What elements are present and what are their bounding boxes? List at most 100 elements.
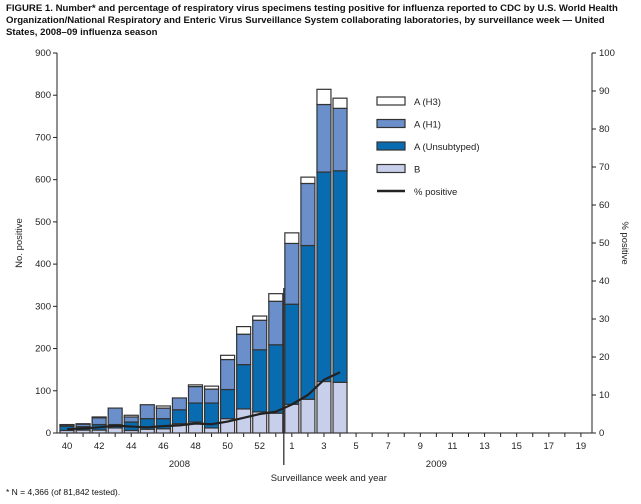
x-tick-label: 17 [544,441,555,452]
bar-a-h3- [155,405,171,409]
x-tick-label: 1 [289,441,294,452]
bar-a-unsubtyped- [268,344,284,414]
x-tick-label: 7 [386,441,391,452]
x-tick-label: 50 [222,441,233,452]
bar-a-h1- [123,416,139,423]
x-tick-label: 46 [158,441,169,452]
legend-label: % positive [414,187,457,198]
y-tick-label: 600 [35,175,51,186]
y-axis-title: No. positive [14,218,25,268]
bar-a-unsubtyped- [187,402,204,423]
bar-a-unsubtyped- [300,244,316,400]
bar-a-h3- [91,416,107,419]
bar-a-h1- [316,103,332,173]
bar-a-h3- [300,176,316,185]
x-tick-label: 48 [190,441,201,452]
y-tick-label: 800 [35,90,51,101]
y-tick-label: 0 [46,428,51,439]
bar-a-h1- [91,417,107,426]
bar-a-unsubtyped- [316,171,332,383]
x-tick-label: 40 [62,441,73,452]
bar-a-h1- [203,388,220,404]
bar-a-unsubtyped- [332,170,348,383]
bar-b [268,412,284,434]
y-tick-label: 300 [35,301,51,312]
percent-positive-line [66,371,341,431]
legend-swatch [376,141,406,151]
bar-b [284,403,300,434]
y2-tick-label: 0 [599,428,604,439]
bar-a-unsubtyped- [284,303,300,405]
bar-a-h3- [220,354,236,361]
x-tick-label: 44 [126,441,137,452]
bar-b [155,428,171,434]
y2-tick-label: 10 [599,390,610,401]
y2-tick-label: 50 [599,238,610,249]
y-tick-label: 200 [35,344,51,355]
y2-tick-label: 100 [599,48,615,59]
y2-tick-label: 70 [599,162,610,173]
bar-b [203,427,220,434]
bar-a-h3- [332,97,348,109]
bar-a-h1- [300,182,316,247]
bar-a-h1- [284,242,300,305]
bar-a-h1- [187,385,204,404]
bar-a-h1- [332,107,348,172]
bar-a-unsubtyped- [252,349,268,413]
bar-a-h3- [187,384,204,388]
bar-a-h3- [252,315,268,321]
bar-a-h1- [236,333,252,366]
bar-b [107,427,123,434]
legend-label: B [414,165,420,176]
legend-swatch [376,96,406,106]
y-tick-label: 400 [35,259,51,270]
footnote: * N = 4,366 (of 81,842 tested). [6,487,121,497]
bar-a-unsubtyped- [220,388,236,420]
y2-tick-label: 30 [599,314,610,325]
legend-label: A (H1) [414,120,441,131]
bar-a-h1- [268,300,284,346]
x-tick-label: 19 [576,441,587,452]
y-tick-label: 100 [35,386,51,397]
bar-a-unsubtyped- [236,364,252,410]
y2-tick-label: 40 [599,276,610,287]
x-tick-label: 13 [479,441,490,452]
y-tick-label: 700 [35,132,51,143]
bar-a-h1- [171,397,188,411]
bar-a-h3- [203,385,220,390]
bar-a-h1- [252,319,268,351]
y-tick-label: 900 [35,48,51,59]
bar-a-h1- [155,407,171,420]
legend-swatch [376,118,406,129]
x-tick-label: 5 [353,441,358,452]
bar-b [300,398,316,434]
bar-a-h3- [268,293,284,302]
legend-label: A (H3) [414,97,441,108]
x-tick-label: 9 [418,441,423,452]
bar-b [236,408,252,434]
bar-a-h3- [284,232,300,245]
bar-a-h1- [139,404,155,420]
y2-tick-label: 20 [599,352,610,363]
bar-a-unsubtyped- [171,409,188,425]
bar-b [332,381,348,434]
y2-axis-title: % positive [619,221,630,264]
y-tick-label: 500 [35,217,51,228]
x-tick-label: 42 [94,441,105,452]
y2-tick-label: 90 [599,86,610,97]
y2-tick-label: 60 [599,200,610,211]
bar-a-h1- [107,407,123,426]
bar-a-h3- [236,326,252,335]
bar-a-h3- [123,414,139,418]
x-tick-label: 3 [321,441,326,452]
y2-tick-label: 80 [599,124,610,135]
x-tick-label: 11 [448,441,458,452]
chart-title: FIGURE 1. Number* and percentage of resp… [6,3,618,38]
legend-swatch [376,163,406,174]
x-tick-label: 52 [254,441,265,452]
x-tick-label: 15 [511,441,522,452]
year-label: 2008 [169,459,190,470]
x-axis-title: Surveillance week and year [271,473,387,484]
